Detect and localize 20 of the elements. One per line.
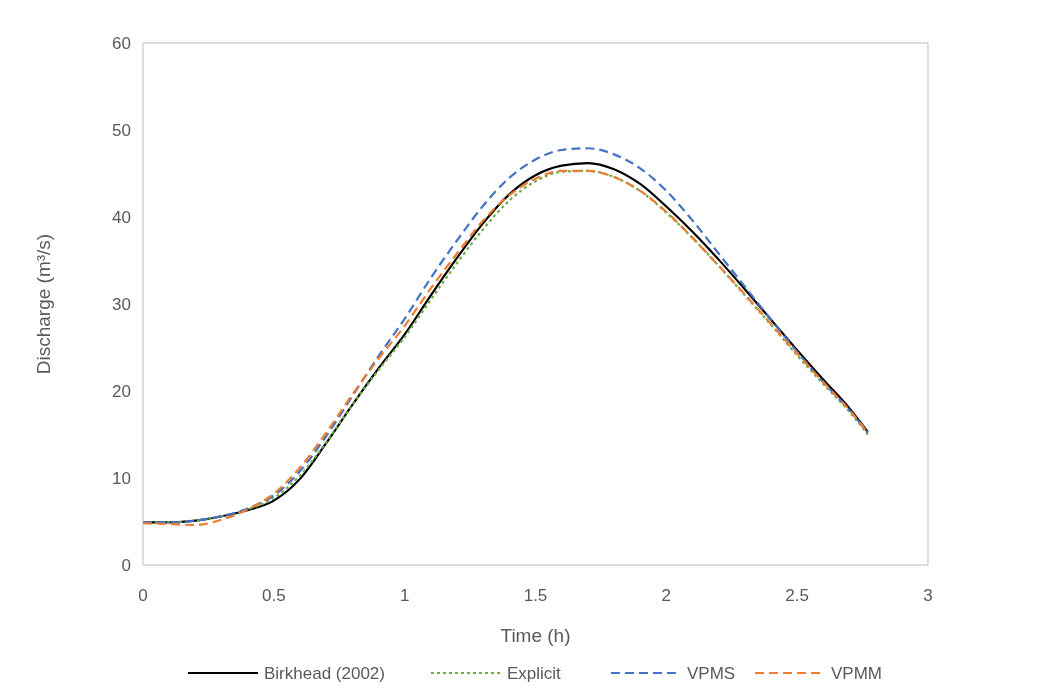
y-tick-label: 20 [112,381,131,401]
y-tick-label: 30 [112,294,131,314]
y-tick-label: 0 [121,555,131,575]
y-tick-label: 10 [112,468,131,488]
legend-label: Explicit [507,663,562,683]
y-tick-label: 40 [112,207,131,227]
x-axis-title: Time (h) [500,625,571,646]
y-tick-label: 60 [112,33,131,53]
legend-label: VPMM [831,663,882,683]
x-tick-label: 0.5 [262,586,286,605]
y-tick-label: 50 [112,120,131,140]
legend-label: Birkhead (2002) [264,663,385,683]
y-axis-title: Discharge (m³/s) [33,233,54,375]
x-tick-label: 2.5 [785,586,809,605]
x-tick-label: 3 [923,586,933,605]
x-tick-label: 1 [399,586,410,605]
legend-label: VPMS [687,663,736,683]
x-tick-label: 2 [661,586,672,605]
x-tick-label: 1.5 [523,586,548,605]
x-tick-label: 0 [138,586,148,605]
